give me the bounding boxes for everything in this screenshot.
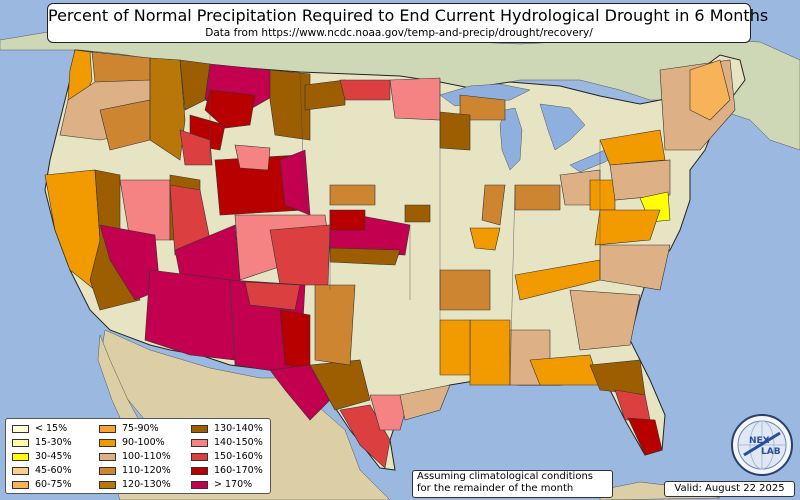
legend-label: 75-90% xyxy=(122,423,159,434)
region-va xyxy=(594,209,661,246)
region-pa xyxy=(609,159,671,201)
legend-swatch xyxy=(99,439,116,447)
valid-date: Valid: August 22 2025 xyxy=(664,481,795,497)
legend-label: 100-110% xyxy=(122,451,171,462)
legend-label: 30-45% xyxy=(35,451,72,462)
region-ne-us2 xyxy=(689,59,731,121)
legend-swatch xyxy=(99,453,116,461)
region-ne-tan xyxy=(329,184,376,206)
region-co-sw xyxy=(269,224,331,286)
region-ks-brown xyxy=(329,247,401,266)
region-ia xyxy=(404,204,431,223)
legend-swatch xyxy=(12,467,29,475)
legend-swatch xyxy=(12,439,29,447)
legend-swatch xyxy=(191,467,208,475)
legend: < 15% 15-30% 30-45% 45-60% 60-75% 75-90%… xyxy=(5,418,271,494)
legend-label: 150-160% xyxy=(214,451,263,462)
region-ok-tx xyxy=(314,284,356,366)
globe-logo-icon: NEX LAB xyxy=(731,414,793,476)
region-mt-east xyxy=(269,69,311,141)
legend-label: 15-30% xyxy=(35,437,72,448)
legend-label: 45-60% xyxy=(35,465,72,476)
region-gulf-coast xyxy=(529,354,601,386)
legend-label: 110-120% xyxy=(122,465,171,476)
legend-label: 130-140% xyxy=(214,423,263,434)
legend-swatch xyxy=(12,453,29,461)
region-mi-up xyxy=(459,94,506,121)
legend-swatch xyxy=(99,481,116,489)
region-nm-dark xyxy=(279,309,311,371)
region-il xyxy=(481,184,506,226)
title-box: Percent of Normal Precipitation Required… xyxy=(47,3,769,43)
region-mt-red xyxy=(204,89,256,129)
legend-label: < 15% xyxy=(35,423,68,434)
legend-label: 90-100% xyxy=(122,437,165,448)
region-ne xyxy=(329,209,366,231)
region-la xyxy=(439,319,471,376)
legend-label: 60-75% xyxy=(35,479,72,490)
region-ut-n xyxy=(179,129,213,166)
drought-regions xyxy=(44,49,736,469)
region-ar-lou xyxy=(439,269,491,311)
region-tx-west xyxy=(269,364,331,421)
legend-swatch xyxy=(191,425,208,433)
region-nm-red xyxy=(244,281,301,311)
region-wv xyxy=(589,179,616,211)
lake-michigan xyxy=(499,107,523,171)
region-az xyxy=(144,269,236,361)
state-borders xyxy=(149,58,601,386)
legend-swatch xyxy=(12,481,29,489)
lake-huron xyxy=(539,103,586,151)
region-wi xyxy=(439,111,471,151)
legend-swatch xyxy=(99,425,116,433)
region-in xyxy=(514,184,561,211)
assumption-note: Assuming climatological conditions for t… xyxy=(412,470,613,498)
region-sd xyxy=(304,79,346,111)
map-subtitle: Data from https://www.ncdc.noaa.gov/temp… xyxy=(205,27,593,39)
region-nv-s xyxy=(99,224,161,301)
legend-label: 160-170% xyxy=(214,465,263,476)
note-line-2: for the remainder of the month xyxy=(417,483,574,494)
legend-swatch xyxy=(99,467,116,475)
region-tx-east xyxy=(399,384,451,421)
region-ny xyxy=(599,129,666,166)
region-il-s xyxy=(469,227,501,251)
legend-label: 140-150% xyxy=(214,437,263,448)
region-wy-pink xyxy=(234,144,271,171)
legend-swatch xyxy=(191,481,208,489)
region-fl-south xyxy=(627,417,663,456)
logo-text-lab: LAB xyxy=(761,447,781,457)
region-nd xyxy=(339,79,391,101)
logo-text-nex: NEX xyxy=(749,436,770,446)
legend-swatch xyxy=(191,453,208,461)
region-ms xyxy=(469,319,511,386)
legend-swatch xyxy=(191,439,208,447)
region-sc-ga xyxy=(569,289,641,351)
legend-label: > 170% xyxy=(214,479,253,490)
note-line-1: Assuming climatological conditions xyxy=(417,471,593,482)
region-tx-coast xyxy=(369,394,411,431)
legend-label: 120-130% xyxy=(122,479,171,490)
region-mn xyxy=(389,77,441,121)
legend-swatch xyxy=(12,425,29,433)
map-title: Percent of Normal Precipitation Required… xyxy=(48,6,769,25)
